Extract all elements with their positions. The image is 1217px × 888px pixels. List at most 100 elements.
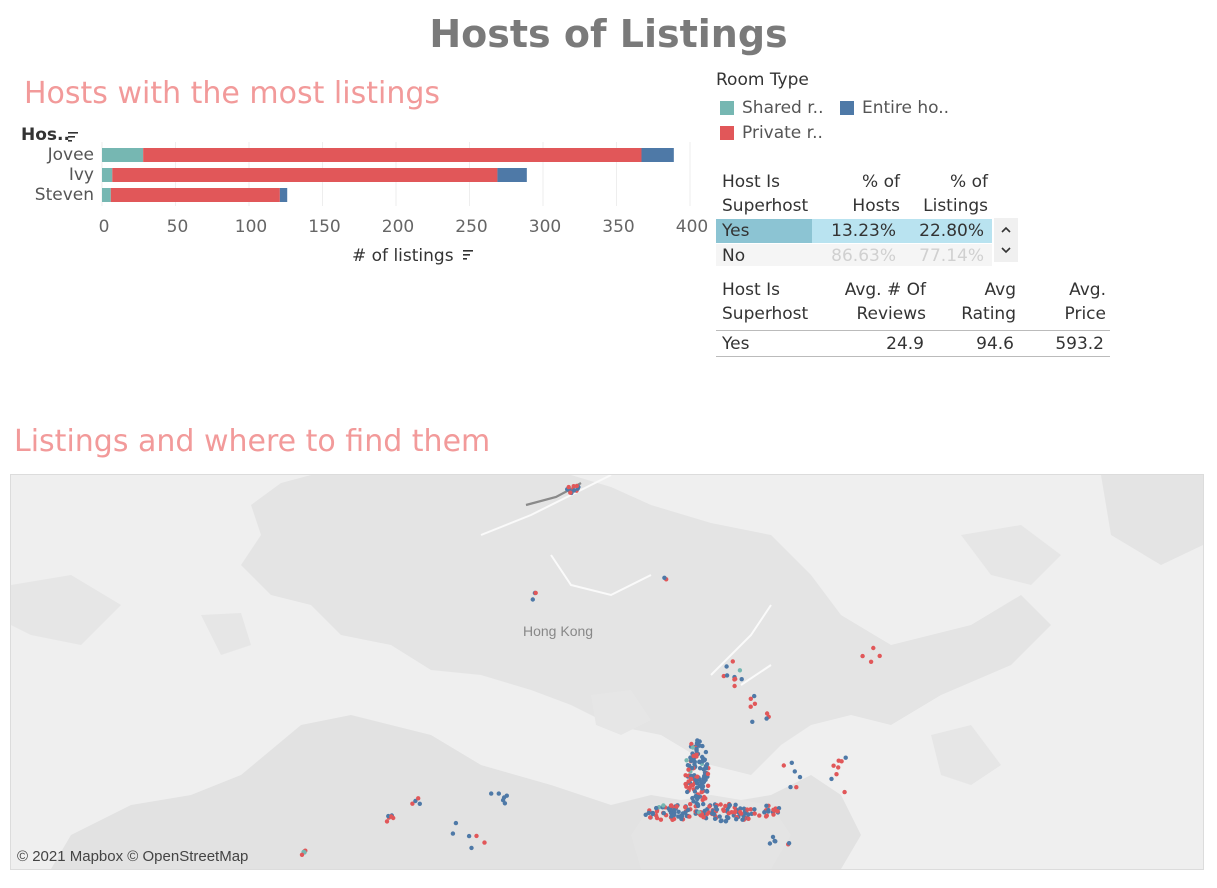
listing-marker[interactable]	[489, 791, 494, 796]
listing-marker[interactable]	[788, 784, 793, 790]
legend-item-private[interactable]: Private r..	[720, 123, 823, 143]
listing-marker[interactable]	[767, 841, 773, 846]
listing-marker[interactable]	[661, 803, 666, 808]
listing-marker[interactable]	[831, 763, 836, 768]
listing-marker[interactable]	[691, 799, 696, 804]
listing-marker[interactable]	[700, 759, 705, 764]
listing-marker[interactable]	[703, 764, 708, 769]
listing-marker[interactable]	[661, 811, 666, 816]
table-scrollbar[interactable]	[994, 218, 1018, 262]
listing-marker[interactable]	[752, 811, 757, 816]
listing-marker[interactable]	[733, 809, 738, 814]
listing-marker[interactable]	[466, 833, 472, 839]
legend-item-shared[interactable]: Shared r..	[720, 98, 824, 118]
listing-marker[interactable]	[763, 814, 769, 819]
listing-marker[interactable]	[692, 789, 698, 794]
bar-segment[interactable]	[641, 148, 674, 162]
listing-marker[interactable]	[533, 590, 538, 596]
listing-marker[interactable]	[724, 814, 730, 820]
listing-marker[interactable]	[566, 484, 571, 490]
listing-marker[interactable]	[717, 814, 722, 819]
listing-marker[interactable]	[700, 786, 705, 791]
listing-marker[interactable]	[732, 677, 737, 682]
listing-marker[interactable]	[654, 809, 660, 814]
listing-marker[interactable]	[748, 807, 753, 812]
listing-marker[interactable]	[794, 785, 799, 790]
listing-marker[interactable]	[742, 811, 748, 816]
bar-segment[interactable]	[110, 188, 280, 202]
listing-marker[interactable]	[658, 817, 664, 822]
listing-marker[interactable]	[384, 819, 390, 824]
listing-marker[interactable]	[781, 763, 786, 768]
listing-marker[interactable]	[789, 760, 794, 765]
bar-segment[interactable]	[102, 168, 113, 182]
listing-marker[interactable]	[726, 811, 731, 816]
listing-marker[interactable]	[786, 841, 792, 846]
listing-marker[interactable]	[389, 814, 394, 819]
listing-marker[interactable]	[829, 776, 834, 782]
listing-marker[interactable]	[500, 798, 506, 803]
listing-marker[interactable]	[654, 805, 659, 811]
listing-marker[interactable]	[771, 812, 776, 817]
listing-marker[interactable]	[686, 767, 691, 772]
listing-marker[interactable]	[705, 771, 711, 777]
listing-marker[interactable]	[685, 763, 691, 768]
listing-marker[interactable]	[797, 774, 803, 780]
listing-marker[interactable]	[762, 810, 767, 815]
listing-marker[interactable]	[773, 839, 778, 844]
listing-marker[interactable]	[877, 653, 882, 659]
listing-marker[interactable]	[740, 817, 745, 822]
listing-marker[interactable]	[707, 804, 712, 809]
listing-marker[interactable]	[770, 834, 776, 840]
listing-marker[interactable]	[732, 683, 737, 689]
listing-marker[interactable]	[834, 772, 839, 777]
table-row[interactable]: Yes 13.23% 22.80%	[716, 219, 992, 243]
listing-marker[interactable]	[299, 852, 305, 857]
table-row[interactable]: Yes 24.9 94.6 593.2	[716, 332, 1110, 357]
listing-marker[interactable]	[757, 813, 762, 818]
listing-marker[interactable]	[860, 653, 865, 659]
bar-segment[interactable]	[497, 168, 527, 182]
listing-marker[interactable]	[672, 808, 677, 813]
listing-marker[interactable]	[648, 815, 653, 820]
listing-marker[interactable]	[771, 807, 776, 812]
category-label[interactable]: Jovee	[47, 145, 94, 165]
listing-marker[interactable]	[469, 845, 474, 851]
listing-marker[interactable]	[683, 810, 688, 815]
sort-icon[interactable]	[68, 132, 78, 142]
listing-marker[interactable]	[686, 807, 691, 813]
listing-marker[interactable]	[836, 765, 841, 770]
listing-marker[interactable]	[646, 810, 651, 816]
listing-marker[interactable]	[792, 769, 797, 774]
listing-marker[interactable]	[693, 793, 698, 799]
map-credit[interactable]: © 2021 Mapbox © OpenStreetMap	[17, 848, 249, 865]
listing-marker[interactable]	[733, 802, 738, 807]
listing-marker[interactable]	[701, 801, 706, 807]
listing-marker[interactable]	[703, 749, 709, 755]
listing-marker[interactable]	[752, 807, 757, 812]
category-label[interactable]: Steven	[35, 185, 94, 205]
listing-marker[interactable]	[738, 806, 743, 811]
listing-marker[interactable]	[738, 809, 743, 815]
listing-marker[interactable]	[730, 659, 735, 664]
listing-marker[interactable]	[676, 814, 681, 819]
listing-marker[interactable]	[689, 783, 694, 788]
listing-marker[interactable]	[568, 490, 573, 495]
table-row[interactable]: No 86.63% 77.14%	[716, 244, 992, 266]
listing-marker[interactable]	[721, 808, 726, 813]
listing-marker[interactable]	[571, 488, 577, 493]
chevron-down-icon[interactable]	[1001, 247, 1011, 254]
listing-marker[interactable]	[704, 789, 710, 794]
listing-marker[interactable]	[688, 802, 693, 807]
listing-marker[interactable]	[764, 803, 769, 808]
legend-item-entire[interactable]: Entire ho..	[840, 98, 949, 118]
listing-marker[interactable]	[650, 811, 655, 817]
listing-marker[interactable]	[697, 766, 703, 771]
bar-segment[interactable]	[102, 148, 144, 162]
listing-marker[interactable]	[683, 804, 688, 810]
listing-marker[interactable]	[574, 483, 579, 489]
listing-marker[interactable]	[723, 803, 728, 809]
listing-marker[interactable]	[750, 719, 755, 724]
listing-marker[interactable]	[676, 809, 681, 814]
